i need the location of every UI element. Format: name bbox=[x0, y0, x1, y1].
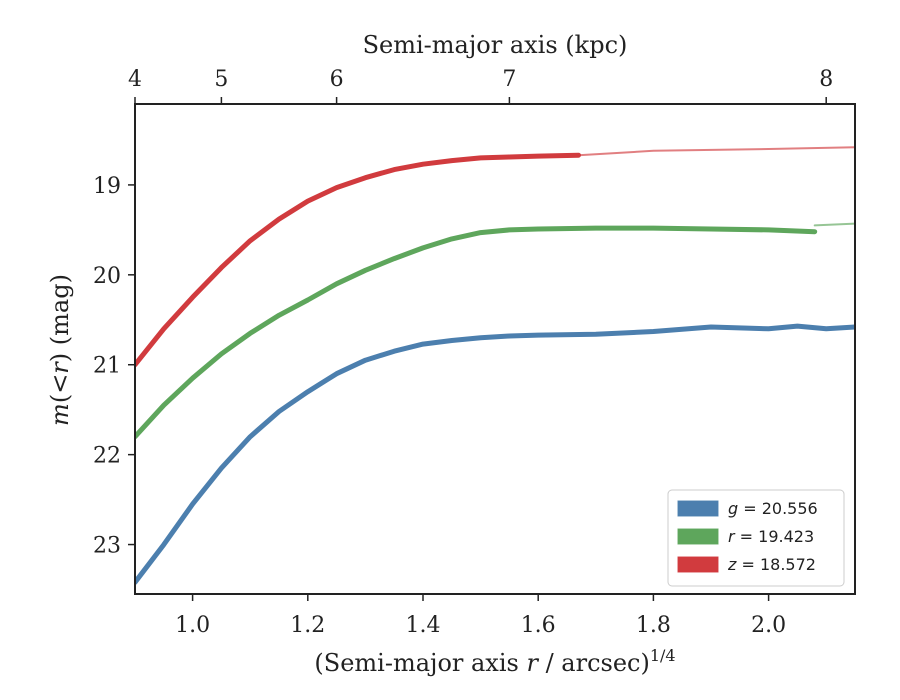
y-tick-label: 23 bbox=[93, 534, 121, 559]
legend-label: r = 19.423 bbox=[728, 527, 814, 546]
plot-frame bbox=[134, 103, 856, 595]
x-axis-title: (Semi-major axis r / arcsec)1/4 bbox=[314, 646, 675, 677]
top-x-tick-label: 5 bbox=[214, 67, 228, 92]
y-tick-label: 20 bbox=[93, 264, 121, 289]
series-layer bbox=[135, 146, 855, 585]
legend-label: z = 18.572 bbox=[727, 555, 816, 574]
x-tick-label: 1.6 bbox=[521, 613, 556, 638]
y-tick-label: 19 bbox=[93, 174, 121, 199]
y-axis-title: m(<r) (mag) bbox=[46, 274, 74, 426]
top-x-tick-label: 8 bbox=[819, 67, 833, 92]
legend-label: g = 20.556 bbox=[728, 499, 818, 518]
y-tick-label: 22 bbox=[93, 444, 121, 469]
series-line bbox=[135, 225, 818, 440]
legend: g = 20.556 r = 19.423 z = 18.572 bbox=[667, 489, 845, 587]
x-tick-label: 1.8 bbox=[636, 613, 671, 638]
legend-swatch bbox=[677, 528, 719, 545]
legend-swatch bbox=[677, 556, 719, 573]
x-tick-label: 1.0 bbox=[175, 613, 210, 638]
x-tick-label: 2.0 bbox=[751, 613, 786, 638]
series-extrapolation-line bbox=[577, 146, 855, 157]
top-axis-title: Semi-major axis (kpc) bbox=[363, 31, 628, 59]
top-x-tick-label: 6 bbox=[330, 67, 344, 92]
top-x-tick-label: 4 bbox=[128, 67, 142, 92]
x-tick-label: 1.4 bbox=[406, 613, 441, 638]
series-line bbox=[135, 323, 855, 585]
x-tick-label: 1.2 bbox=[290, 613, 325, 638]
series-line bbox=[135, 152, 581, 368]
legend-swatch bbox=[677, 500, 719, 517]
series-extrapolation-line bbox=[813, 222, 855, 227]
top-x-tick-label: 7 bbox=[502, 67, 516, 92]
y-tick-label: 21 bbox=[93, 354, 121, 379]
